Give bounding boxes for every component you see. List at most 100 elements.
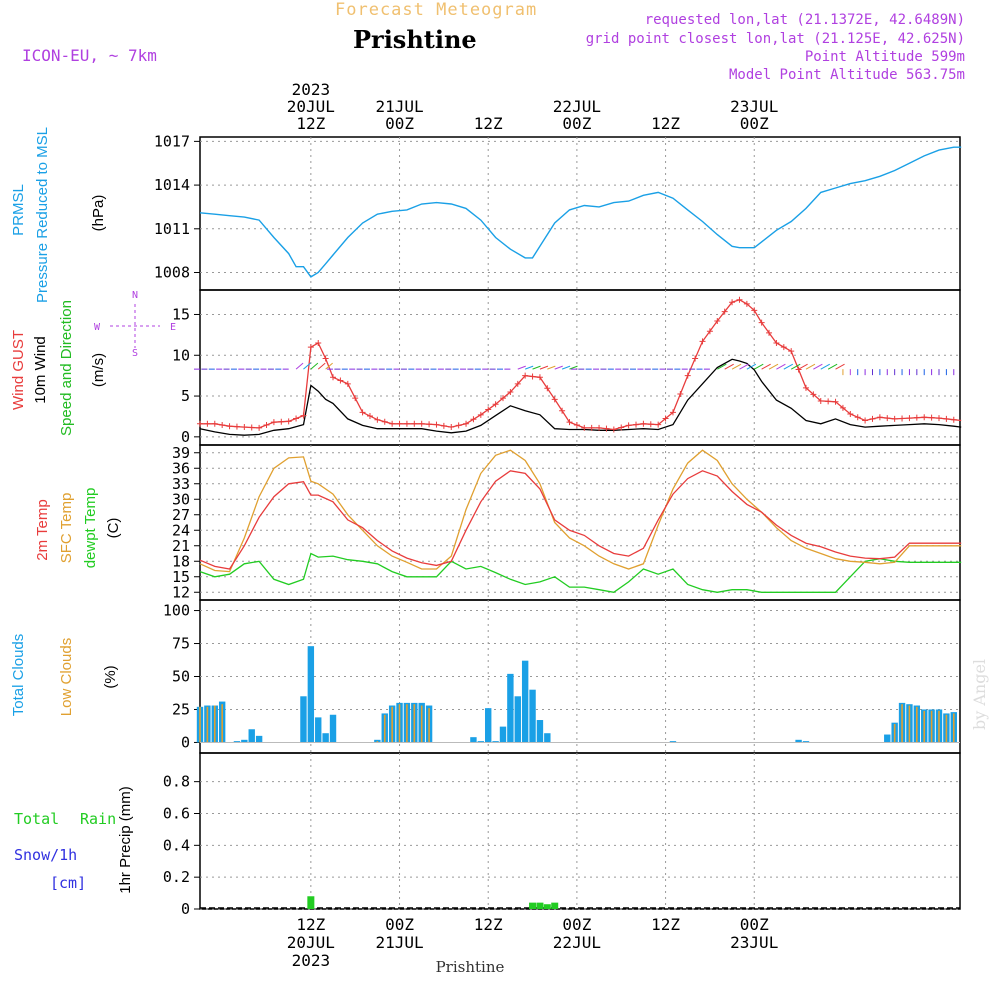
gust-marker <box>566 419 573 426</box>
top-time-label: 12Z <box>474 114 503 133</box>
gust-marker <box>359 409 366 416</box>
snow-label: Snow/1h <box>14 846 77 864</box>
low-cloud-bar <box>206 706 209 743</box>
y-tick-label: 1008 <box>154 264 190 282</box>
total-cloud-bar <box>514 696 521 743</box>
gust-marker <box>573 422 580 429</box>
y-tick-label: 25 <box>172 700 190 718</box>
total-cloud-bar <box>544 733 551 743</box>
gust-marker <box>721 308 728 315</box>
gust-marker <box>293 415 300 422</box>
snow-cm-label: [cm] <box>50 874 86 892</box>
gust-marker <box>477 411 484 418</box>
total-cloud-bar <box>669 741 677 743</box>
y-tick-label: 75 <box>172 635 190 653</box>
gust-marker <box>455 422 462 429</box>
gust-marker <box>204 420 211 427</box>
gust-marker <box>219 422 226 429</box>
gust-marker <box>411 420 418 427</box>
footer-location: Prishtine <box>436 958 505 976</box>
t2m-line <box>199 470 962 570</box>
low-cloud-bar <box>908 705 911 743</box>
wind-speed-line <box>199 358 962 436</box>
wind-direction-arrow <box>805 363 816 370</box>
gust-marker <box>226 423 233 430</box>
wind-direction-arrow <box>724 363 734 370</box>
total-cloud-bar <box>241 739 248 743</box>
low-cloud-bar <box>952 713 955 743</box>
bottom-time-label: 12Z <box>651 915 680 934</box>
total-cloud-bar <box>884 734 891 743</box>
gust-marker <box>847 411 854 417</box>
gust-marker <box>285 418 292 425</box>
gust-marker <box>677 391 684 398</box>
gust-marker <box>270 419 277 426</box>
dir-label: Speed and Direction <box>58 300 75 436</box>
rain-label-1: Total <box>14 810 59 828</box>
wind-direction-arrow <box>569 365 578 370</box>
wind-direction-arrow <box>776 363 786 370</box>
bottom-time-label: 22JUL <box>553 933 601 952</box>
compass-s: S <box>132 348 138 359</box>
watermark: by Angel <box>970 659 989 730</box>
gust-marker <box>248 424 255 431</box>
wind-direction-arrow <box>547 365 556 370</box>
gust-line <box>200 299 962 431</box>
low-cloud-bar <box>221 704 223 743</box>
precip-axis-label: 1hr Precip (mm) <box>117 786 134 894</box>
low-cloud-bar <box>383 714 386 743</box>
cloud-unit: (%) <box>102 665 119 688</box>
gust-marker <box>758 319 765 326</box>
bottom-time-label: 00Z <box>740 915 769 934</box>
low-cloud-bar <box>945 714 948 743</box>
gust-marker <box>197 420 203 427</box>
gust-marker <box>396 420 403 427</box>
wind-direction-arrow <box>746 363 757 370</box>
low-cloud-bar <box>413 704 416 743</box>
wind-direction-arrow <box>731 363 742 370</box>
gust-marker <box>315 340 322 347</box>
gust-marker <box>559 407 566 414</box>
y-tick-label: 0 <box>181 733 190 751</box>
low-cloud-bar <box>376 741 379 743</box>
gust-marker <box>729 299 736 306</box>
y-tick-label: 50 <box>172 668 190 686</box>
gust-marker <box>322 355 329 362</box>
rain-bar <box>543 904 551 909</box>
y-tick-label: 21 <box>172 537 190 555</box>
total-cloud-bar <box>536 720 544 743</box>
gust-marker <box>256 424 263 431</box>
total-cloud-bar <box>521 660 529 743</box>
total-cloud-bar <box>492 741 499 743</box>
y-tick-label: 0.8 <box>163 773 190 791</box>
gust-marker <box>448 424 455 431</box>
gust-marker <box>913 414 920 421</box>
low-cloud-bar <box>938 710 940 743</box>
y-tick-label: 36 <box>172 459 190 477</box>
total-cloud-bar <box>315 717 322 743</box>
gust-marker <box>307 344 314 351</box>
top-time-label: 22JUL <box>553 97 601 116</box>
location-title: Prishtine <box>353 25 477 54</box>
compass-n: N <box>132 290 138 301</box>
gust-marker <box>344 380 351 387</box>
gust-marker <box>743 300 750 307</box>
low-cloud-bar <box>391 706 393 743</box>
pressure-unit: (hPa) <box>90 195 107 232</box>
wind-direction-arrow <box>532 365 541 370</box>
gust-marker <box>536 374 543 381</box>
dewpt-line <box>199 552 962 593</box>
y-tick-label: 0.4 <box>163 836 190 854</box>
top-time-label: 21JUL <box>375 97 423 116</box>
wind-direction-arrow <box>554 365 563 370</box>
low-cloud-bar <box>923 710 926 743</box>
wind-direction-arrow <box>739 363 749 370</box>
gust-marker <box>839 404 846 411</box>
total-cloud-label: Total Clouds <box>10 634 27 717</box>
gust-marker <box>891 415 898 422</box>
gust-marker <box>618 424 625 431</box>
gust-marker <box>625 422 632 429</box>
gust-marker <box>810 391 817 398</box>
gust-marker <box>928 414 935 421</box>
